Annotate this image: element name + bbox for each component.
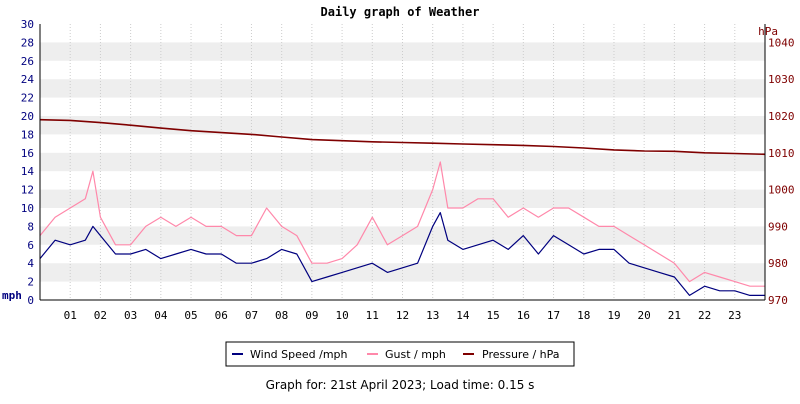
x-tick-label: 05 [184, 309, 197, 322]
x-tick-label: 12 [396, 309, 409, 322]
left-axis-label: mph [2, 289, 22, 302]
chart-title: Daily graph of Weather [321, 5, 480, 19]
series-pressure [39, 118, 766, 156]
right-tick-label: 1020 [768, 110, 795, 123]
right-tick-label: 1000 [768, 184, 795, 197]
left-tick-label: 26 [21, 55, 34, 68]
right-tick-label: 1010 [768, 147, 795, 160]
left-tick-label: 10 [21, 202, 34, 215]
x-tick-label: 01 [64, 309, 77, 322]
x-tick-label: 23 [728, 309, 741, 322]
left-tick-label: 12 [21, 184, 34, 197]
legend-label-wind-speed: Wind Speed /mph [250, 348, 348, 361]
chart-axes: 0246810121416182022242628309709809901000… [21, 18, 795, 322]
x-tick-label: 18 [577, 309, 590, 322]
x-tick-label: 21 [668, 309, 681, 322]
vertical-grid [69, 24, 736, 300]
x-tick-label: 20 [638, 309, 651, 322]
series-gust [39, 161, 765, 287]
right-axis-label: hPa [758, 25, 778, 38]
x-tick-label: 03 [124, 309, 137, 322]
x-tick-label: 10 [335, 309, 348, 322]
x-tick-label: 06 [215, 309, 228, 322]
right-tick-label: 1040 [768, 36, 795, 49]
left-tick-label: 24 [21, 73, 35, 86]
series-line-2 [39, 118, 766, 156]
grid-band [40, 263, 765, 282]
x-tick-label: 16 [517, 309, 530, 322]
x-tick-label: 19 [607, 309, 620, 322]
left-tick-label: 18 [21, 128, 34, 141]
x-tick-label: 02 [94, 309, 107, 322]
left-tick-label: 16 [21, 147, 34, 160]
x-tick-label: 07 [245, 309, 258, 322]
x-tick-label: 08 [275, 309, 288, 322]
left-tick-label: 2 [27, 276, 34, 289]
legend-label-pressure: Pressure / hPa [482, 348, 560, 361]
right-tick-label: 990 [768, 220, 788, 233]
legend-label-gust: Gust / mph [385, 348, 446, 361]
left-tick-label: 6 [27, 239, 34, 252]
x-tick-label: 17 [547, 309, 560, 322]
x-tick-label: 15 [487, 309, 500, 322]
legend: Wind Speed /mph Gust / mph Pressure / hP… [225, 341, 575, 367]
x-tick-label: 14 [456, 309, 470, 322]
grid-band [40, 116, 765, 135]
x-tick-label: 22 [698, 309, 711, 322]
left-tick-label: 14 [21, 165, 35, 178]
series-line-0 [39, 212, 765, 296]
x-tick-label: 13 [426, 309, 439, 322]
left-tick-label: 22 [21, 92, 34, 105]
left-tick-label: 4 [27, 257, 34, 270]
left-tick-label: 20 [21, 110, 34, 123]
x-tick-label: 04 [154, 309, 168, 322]
legend-box [225, 341, 575, 367]
left-tick-label: 28 [21, 36, 34, 49]
right-tick-label: 970 [768, 294, 788, 307]
left-tick-label: 30 [21, 18, 34, 31]
series-wind-speed [39, 212, 765, 296]
left-tick-label: 8 [27, 220, 34, 233]
right-tick-label: 980 [768, 257, 788, 270]
x-tick-label: 09 [305, 309, 318, 322]
series-line-1 [39, 161, 765, 287]
x-tick-label: 11 [366, 309, 379, 322]
footer-load-info: Graph for: 21st April 2023; Load time: 0… [265, 378, 535, 392]
right-tick-label: 1030 [768, 73, 795, 86]
left-tick-label: 0 [27, 294, 34, 307]
